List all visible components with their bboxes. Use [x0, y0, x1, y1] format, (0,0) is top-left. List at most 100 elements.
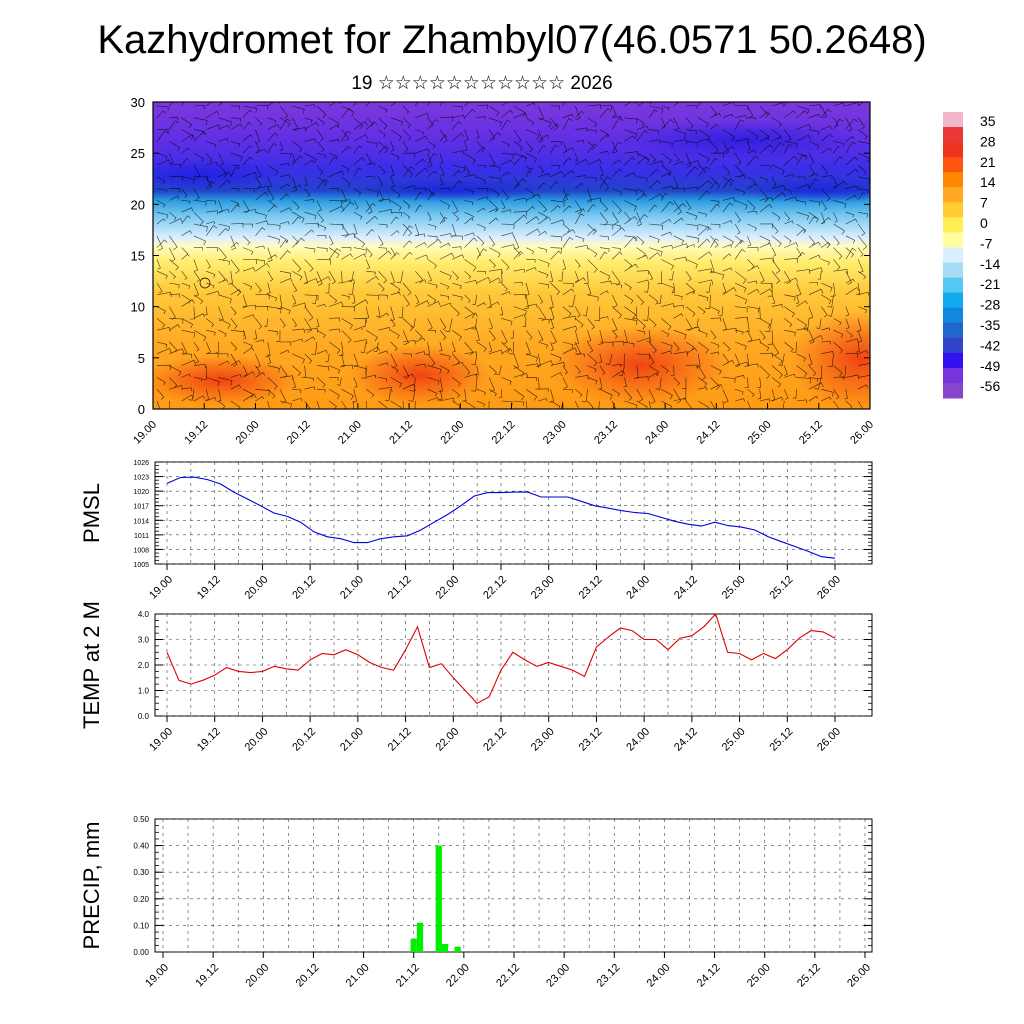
wind-barb	[661, 218, 672, 225]
x-tick-label: 25.00	[745, 962, 773, 990]
temp-series-line	[166, 612, 836, 704]
wind-barb	[489, 164, 501, 172]
wind-barb	[611, 251, 623, 260]
wind-barb	[747, 265, 760, 272]
wind-barb	[778, 353, 785, 367]
wind-barb	[316, 212, 325, 223]
wind-barb	[747, 183, 759, 189]
x-tick-label: 22.12	[481, 574, 509, 602]
wind-barb	[218, 227, 229, 237]
wind-barb	[218, 271, 226, 282]
wind-barb	[205, 341, 211, 354]
wind-barb	[206, 102, 219, 107]
wind-barb	[513, 112, 528, 119]
wind-barb	[156, 159, 171, 166]
wind-barb	[612, 363, 621, 368]
x-tick-label: 20.00	[243, 574, 271, 602]
wind-barb	[538, 230, 547, 237]
wind-barb	[365, 229, 375, 236]
wind-barb	[169, 324, 181, 331]
wind-barb	[366, 270, 376, 276]
wind-barb	[439, 116, 454, 122]
wind-barb	[710, 306, 720, 315]
wind-barb	[636, 400, 648, 409]
precip-bar	[454, 946, 461, 952]
wind-barb	[181, 117, 193, 129]
wind-barb	[735, 115, 747, 120]
wind-barb	[206, 318, 215, 328]
wind-barb	[156, 152, 168, 160]
wind-barb	[685, 364, 698, 369]
y-tick-label: 0	[138, 402, 145, 417]
wind-barb	[501, 232, 514, 237]
wind-barb	[489, 268, 503, 274]
wind-barb	[218, 377, 233, 386]
wind-barb	[673, 187, 686, 193]
wind-barb	[476, 270, 486, 275]
wind-barb	[255, 282, 262, 293]
wind-barb	[361, 318, 367, 328]
wind-barb	[767, 330, 774, 345]
wind-barb	[205, 389, 210, 401]
wind-barb	[292, 388, 302, 394]
wind-barb	[439, 353, 451, 360]
wind-barb	[657, 271, 663, 285]
wind-barb	[697, 190, 711, 201]
wind-barb	[181, 147, 190, 154]
wind-barb	[267, 164, 279, 176]
wind-barb	[562, 347, 578, 355]
wind-barb	[685, 105, 698, 110]
wind-barb	[673, 389, 682, 404]
wind-barb	[353, 299, 369, 307]
wind-barb	[501, 209, 512, 213]
wind-barb	[611, 141, 623, 154]
wind-barb	[452, 388, 461, 398]
wind-barb	[734, 248, 746, 260]
wind-barb	[771, 192, 786, 201]
wind-barb	[624, 341, 635, 348]
wind-barb	[671, 282, 676, 294]
wind-barb	[427, 397, 440, 402]
wind-barb	[808, 164, 815, 176]
wind-barb	[771, 365, 783, 379]
wind-barb	[634, 365, 639, 379]
wind-barb	[218, 223, 230, 231]
wind-barb	[340, 353, 345, 368]
wind-barb	[329, 102, 342, 107]
wind-barb	[438, 341, 443, 352]
wind-barb	[277, 294, 283, 310]
colorbar-swatch	[943, 352, 963, 369]
wind-barb	[304, 159, 314, 166]
wind-barb	[451, 306, 460, 317]
x-tick-label: 24.00	[643, 419, 671, 447]
wind-barb	[808, 178, 819, 189]
wind-barb	[242, 347, 255, 355]
wind-barb	[624, 294, 634, 304]
wind-barb	[156, 306, 166, 314]
wind-barb	[685, 211, 698, 221]
wind-barb	[624, 318, 638, 326]
wind-barb	[496, 365, 502, 376]
wind-barb	[611, 306, 623, 319]
wind-barb	[476, 388, 486, 396]
wind-barb	[735, 388, 744, 395]
wind-barb	[206, 352, 219, 358]
wind-barb	[722, 141, 730, 155]
wind-barb	[452, 294, 463, 301]
wind-barb	[341, 108, 353, 118]
wind-barb	[301, 365, 307, 378]
wind-barb	[661, 164, 672, 177]
wind-barb	[735, 138, 750, 144]
wind-barb	[599, 223, 614, 230]
wind-barb	[759, 330, 766, 340]
wind-barb	[705, 282, 711, 293]
wind-barb	[390, 377, 403, 388]
wind-barb	[304, 327, 318, 333]
wind-barb	[820, 200, 828, 211]
wind-barb	[648, 105, 663, 114]
wind-barb	[734, 294, 748, 305]
wind-barb	[833, 259, 841, 270]
wind-barb	[611, 370, 626, 378]
wind-barb	[464, 373, 478, 379]
